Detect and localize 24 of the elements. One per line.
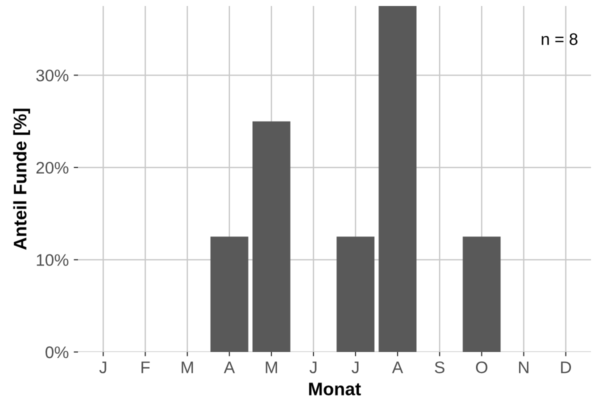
x-tick-label: S bbox=[434, 361, 444, 374]
y-tick-label: 0% bbox=[46, 346, 68, 358]
y-tick-label: 10% bbox=[36, 254, 68, 266]
x-tick-label: J bbox=[352, 362, 358, 374]
x-tick-label: A bbox=[224, 362, 235, 374]
bar bbox=[210, 236, 248, 352]
annotation: n = 8 bbox=[542, 33, 578, 46]
bar bbox=[462, 236, 501, 352]
bar bbox=[252, 121, 290, 352]
x-tick-label: O bbox=[476, 361, 488, 374]
y-axis-title: Anteil Funde [%] bbox=[13, 108, 30, 250]
x-tick-label: A bbox=[392, 362, 404, 374]
x-tick-label: M bbox=[266, 362, 277, 374]
x-tick-label: J bbox=[99, 362, 106, 374]
x-tick-label: F bbox=[142, 362, 150, 374]
bar bbox=[336, 236, 374, 352]
y-tick-label: 30% bbox=[36, 70, 68, 82]
x-tick-label: N bbox=[519, 362, 528, 374]
x-tick-label: M bbox=[182, 362, 193, 374]
bar bbox=[378, 6, 416, 352]
x-axis-title: Monat bbox=[309, 382, 361, 396]
y-tick-label: 20% bbox=[36, 162, 68, 174]
x-tick-label: D bbox=[561, 362, 571, 374]
x-tick-label: J bbox=[310, 362, 316, 374]
